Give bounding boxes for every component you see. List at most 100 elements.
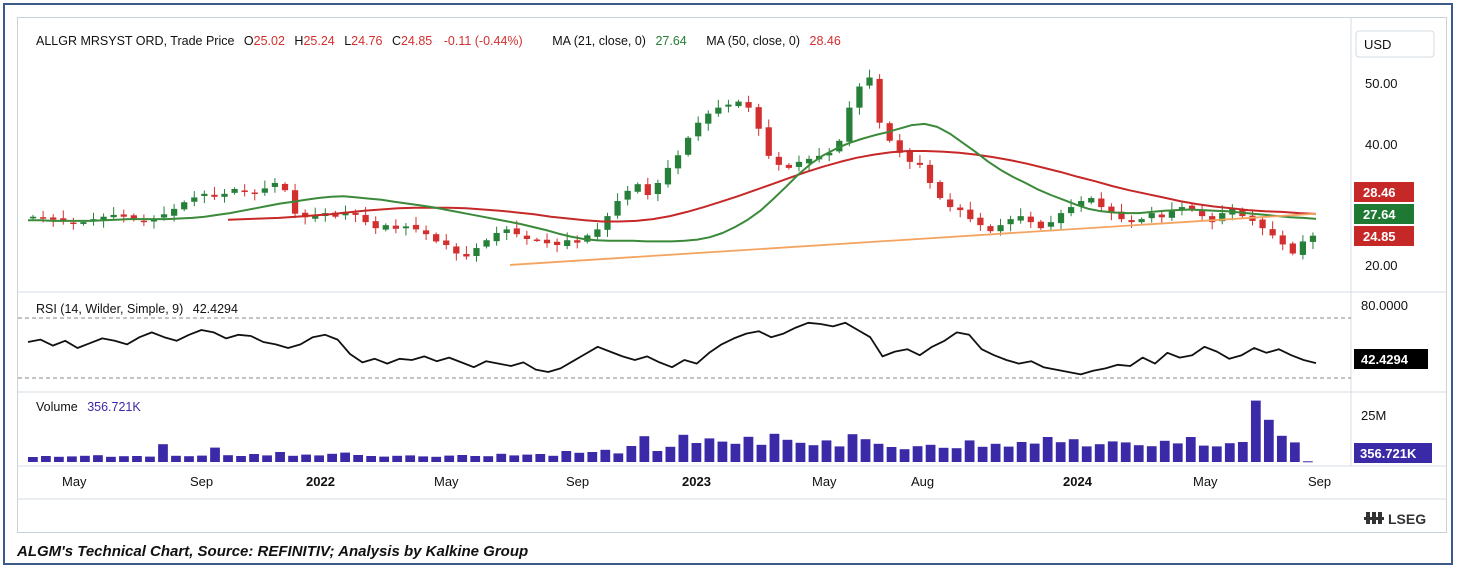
volume-tag-text: 356.721K (1360, 446, 1417, 461)
candle-body (251, 192, 258, 194)
candle-body (553, 241, 561, 246)
candle-body (654, 182, 662, 195)
candle-body (755, 107, 762, 129)
candle-body (211, 194, 218, 197)
rsi-value-tag: 42.4294 (1354, 349, 1428, 369)
candle-body (957, 207, 964, 211)
currency-label[interactable]: USD (1364, 37, 1391, 52)
candle-body (856, 86, 863, 108)
volume-bar (483, 456, 494, 462)
volume-bar (249, 454, 259, 462)
ma21-tag-text: 27.64 (1363, 207, 1396, 222)
volume-bar (119, 456, 129, 462)
candle-body (1138, 219, 1145, 223)
x-tick-label: Sep (566, 474, 589, 489)
instrument-title: ALLGR MRSYST ORD, Trade Price (36, 34, 234, 48)
volume-bar (1016, 442, 1027, 462)
candle-body (715, 107, 722, 114)
volume-bar (418, 456, 429, 462)
volume-value: 356.721K (87, 400, 141, 414)
candle-body (362, 214, 369, 223)
volume-bar (1263, 419, 1274, 462)
lseg-logo: LSEG (1364, 511, 1426, 527)
lseg-wordmark: LSEG (1388, 511, 1426, 527)
volume-bar (925, 444, 936, 462)
currency-selector[interactable]: USD (1355, 30, 1435, 58)
close-price-tag: 24.85 (1354, 226, 1414, 246)
ma50-label: MA (50, close, 0) (706, 34, 800, 48)
price-chart: USD ALLGR MRSYST ORD, Trade Price O25.02… (18, 18, 1446, 527)
candle-body (705, 113, 712, 124)
candle-body (674, 155, 682, 169)
rsi-legend: RSI (14, Wilder, Simple, 9) 42.4294 (36, 302, 238, 316)
volume-bar (834, 446, 845, 462)
currency-button-box[interactable] (1355, 30, 1435, 58)
candle-body (846, 107, 853, 142)
ohlc-open-label: O (244, 34, 254, 48)
volume-bar (1224, 443, 1235, 462)
candle-body (1057, 213, 1065, 224)
volume-bar (236, 456, 246, 462)
rsi-value: 42.4294 (193, 302, 238, 316)
candle-body (614, 201, 621, 216)
candle-body (1309, 235, 1317, 242)
candle-body (80, 222, 87, 224)
candle-body (1047, 222, 1055, 227)
candle-body (110, 214, 117, 218)
volume-bar (67, 456, 77, 462)
x-tick-label: 2024 (1063, 474, 1093, 489)
volume-bar (223, 455, 233, 462)
volume-bar (1250, 400, 1261, 462)
ma50-value: 28.46 (810, 34, 841, 48)
candle-body (1289, 243, 1296, 254)
candle-body (483, 240, 490, 247)
volume-bar (327, 453, 337, 462)
volume-bar (1237, 442, 1248, 462)
candle-body (1158, 214, 1165, 218)
candle-body (191, 197, 198, 202)
volume-bar (509, 455, 520, 462)
candle-body (181, 202, 188, 210)
ma21-tag-box (1354, 204, 1414, 224)
candle-body (221, 193, 228, 197)
candle-body (281, 183, 289, 191)
candle-body (302, 212, 309, 218)
candle-body (1209, 216, 1216, 223)
lseg-mark-icon (1364, 512, 1384, 524)
candle-body (1037, 221, 1044, 229)
volume-bar (1003, 446, 1014, 462)
candle-body (523, 235, 530, 240)
volume-bar (93, 455, 103, 462)
candle-body (1067, 207, 1075, 214)
volume-axis-label: 25M (1361, 408, 1386, 423)
candle-body (513, 228, 520, 235)
candle-body (1299, 241, 1307, 255)
candle-body (1259, 219, 1266, 229)
volume-bar (574, 452, 585, 462)
candle-body (493, 232, 500, 242)
candle-body (312, 215, 319, 219)
candle-body (39, 217, 47, 219)
candle-body (50, 217, 57, 220)
volume-bar (600, 449, 611, 462)
candle-body (241, 190, 248, 193)
volume-bar (80, 455, 90, 462)
volume-bar (1185, 437, 1196, 462)
volume-bar (873, 443, 884, 462)
volume-bar (808, 445, 819, 462)
ma50-tag-text: 28.46 (1363, 185, 1396, 200)
price-tick-label: 50.00 (1365, 76, 1398, 91)
volume-bar (457, 455, 468, 462)
volume-bar (28, 457, 38, 462)
candle-body (695, 122, 702, 137)
ohlc-low-value: 24.76 (351, 34, 382, 48)
candle-body (574, 240, 581, 243)
candle-body (1269, 229, 1276, 236)
candle-body (171, 208, 178, 216)
volume-bar (522, 454, 533, 462)
ohlc-open-value: 25.02 (254, 34, 285, 48)
volume-bar (106, 456, 116, 462)
ohlc-close-label: C (392, 34, 401, 48)
volume-bar (964, 440, 975, 462)
volume-bar (847, 434, 858, 462)
